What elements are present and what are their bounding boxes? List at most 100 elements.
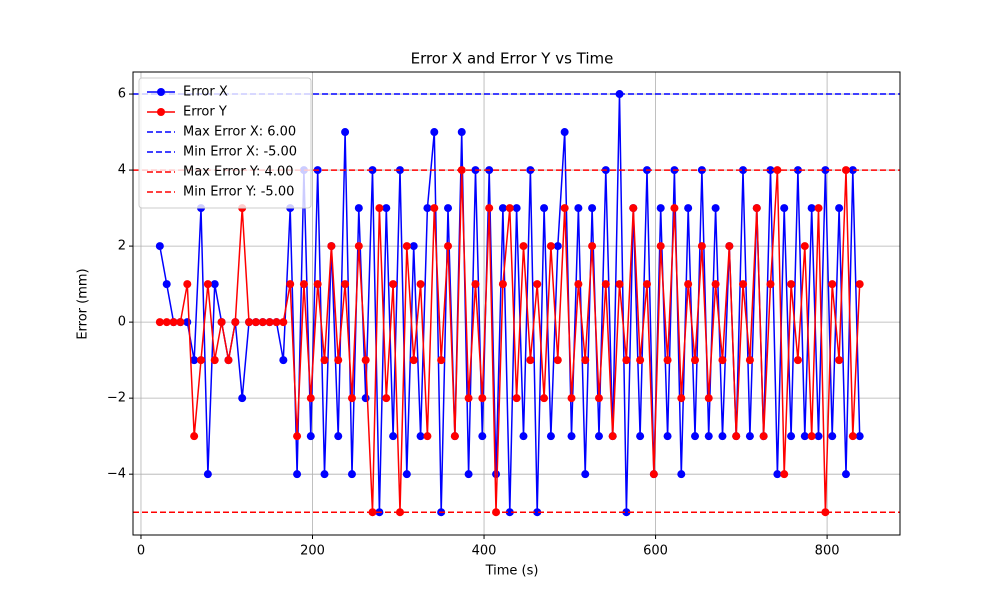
data-point (588, 204, 597, 213)
data-point (608, 432, 617, 441)
data-point (574, 280, 583, 289)
data-point (821, 508, 830, 517)
data-point (251, 318, 260, 327)
data-point (416, 432, 425, 441)
data-point (594, 432, 603, 441)
data-point (560, 204, 569, 213)
data-point (293, 470, 302, 479)
legend-marker (157, 88, 165, 96)
data-point (382, 204, 391, 213)
data-point (485, 204, 494, 213)
data-point (615, 280, 624, 289)
data-point (478, 432, 487, 441)
data-point (601, 280, 610, 289)
data-point (560, 128, 569, 137)
data-point (814, 204, 823, 213)
data-point (691, 432, 700, 441)
data-point (533, 280, 542, 289)
data-point (574, 204, 583, 213)
data-point (450, 432, 459, 441)
data-point (526, 356, 535, 365)
data-point (663, 356, 672, 365)
data-point (656, 242, 665, 251)
data-point (636, 356, 645, 365)
data-point (711, 280, 720, 289)
data-point (691, 356, 700, 365)
data-point (238, 394, 247, 403)
data-point (231, 318, 240, 327)
data-point (546, 432, 555, 441)
data-point (787, 280, 796, 289)
data-point (848, 432, 857, 441)
data-point (162, 318, 171, 327)
legend-box (138, 77, 312, 209)
data-point (636, 432, 645, 441)
data-point (155, 318, 164, 327)
data-point (327, 242, 336, 251)
data-point (540, 204, 549, 213)
data-point (828, 280, 837, 289)
legend-label: Error Y (183, 105, 227, 120)
data-point (684, 204, 693, 213)
data-point (444, 204, 453, 213)
data-point (162, 280, 171, 289)
data-point (512, 204, 521, 213)
data-point (718, 432, 727, 441)
data-point (286, 280, 295, 289)
data-point (224, 356, 233, 365)
legend: Error X Error Y Max Error X: 6.00 Min Error… (138, 77, 312, 209)
data-point (519, 432, 528, 441)
plot-frame (132, 71, 901, 536)
x-tick-label: 600 (643, 544, 668, 559)
data-point (183, 318, 192, 327)
data-point (649, 470, 658, 479)
data-point (828, 432, 837, 441)
data-point (835, 204, 844, 213)
data-point (553, 356, 562, 365)
data-point (684, 280, 693, 289)
data-point (841, 470, 850, 479)
data-point (375, 204, 384, 213)
y-tick-label: −2 (107, 391, 126, 406)
data-point (293, 432, 302, 441)
data-point (437, 356, 446, 365)
data-point (505, 204, 514, 213)
data-point (457, 128, 466, 137)
data-point (512, 394, 521, 403)
y-tick-label: 0 (118, 315, 126, 330)
data-point (409, 356, 418, 365)
data-point (745, 432, 754, 441)
data-point (155, 242, 164, 251)
y-tick-label: 6 (118, 87, 126, 102)
data-point (642, 280, 651, 289)
data-point (704, 394, 713, 403)
data-point (759, 432, 768, 441)
data-point (306, 394, 315, 403)
data-point (807, 432, 816, 441)
data-point (745, 356, 754, 365)
data-point (588, 242, 597, 251)
data-point (347, 470, 356, 479)
y-axis-label: Error (mm) (76, 268, 91, 339)
data-point (203, 280, 212, 289)
data-point (430, 128, 439, 137)
data-point (732, 432, 741, 441)
data-point (567, 394, 576, 403)
data-point (739, 166, 748, 175)
data-point (183, 280, 192, 289)
data-point (663, 432, 672, 441)
data-point (766, 166, 775, 175)
data-point (711, 204, 720, 213)
data-point (306, 432, 315, 441)
data-point (169, 318, 178, 327)
data-point (361, 394, 370, 403)
data-point (793, 166, 802, 175)
y-tick-label: −4 (107, 467, 126, 482)
data-point (190, 356, 199, 365)
data-point (354, 204, 363, 213)
data-point (361, 356, 370, 365)
data-point (793, 356, 802, 365)
data-point (313, 280, 322, 289)
data-point (677, 394, 686, 403)
data-point (416, 280, 425, 289)
